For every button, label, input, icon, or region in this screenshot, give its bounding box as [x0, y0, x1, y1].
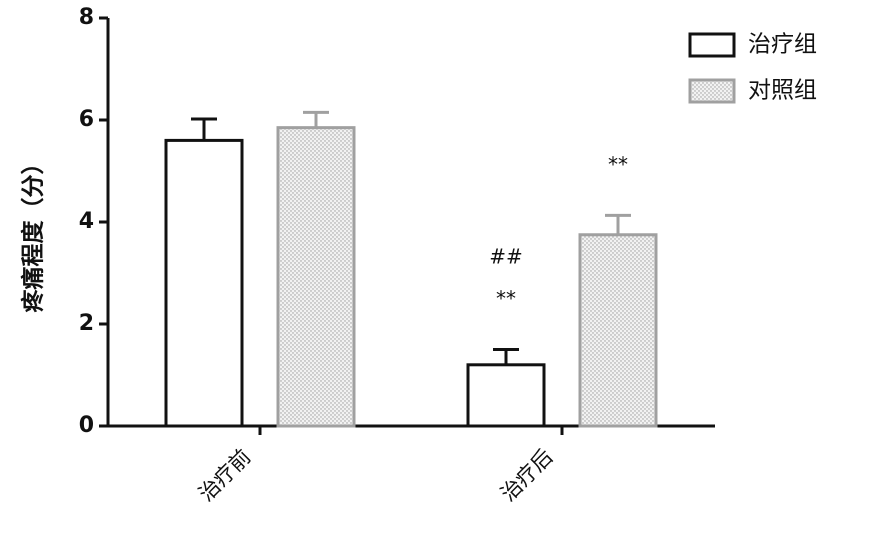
y-tick-label: 8 — [79, 5, 94, 30]
significance-mark: ** — [496, 287, 516, 311]
y-tick-label: 2 — [79, 311, 94, 336]
y-tick-label: 6 — [79, 107, 94, 132]
bar — [580, 235, 656, 426]
y-tick-label: 4 — [79, 209, 94, 234]
y-axis-label: 疼痛程度（分） — [20, 152, 47, 313]
significance-mark: ** — [608, 152, 628, 176]
legend-label: 治疗组 — [748, 32, 817, 58]
significance-mark: ## — [489, 245, 523, 269]
y-tick-label: 0 — [79, 413, 94, 438]
bar — [278, 128, 354, 426]
legend-label: 对照组 — [748, 78, 817, 104]
x-tick-label: 治疗前 — [194, 445, 256, 507]
x-tick-label: 治疗后 — [496, 445, 558, 507]
bar — [468, 365, 544, 426]
legend-swatch — [690, 80, 734, 102]
bar — [166, 140, 242, 426]
legend-swatch — [690, 34, 734, 56]
